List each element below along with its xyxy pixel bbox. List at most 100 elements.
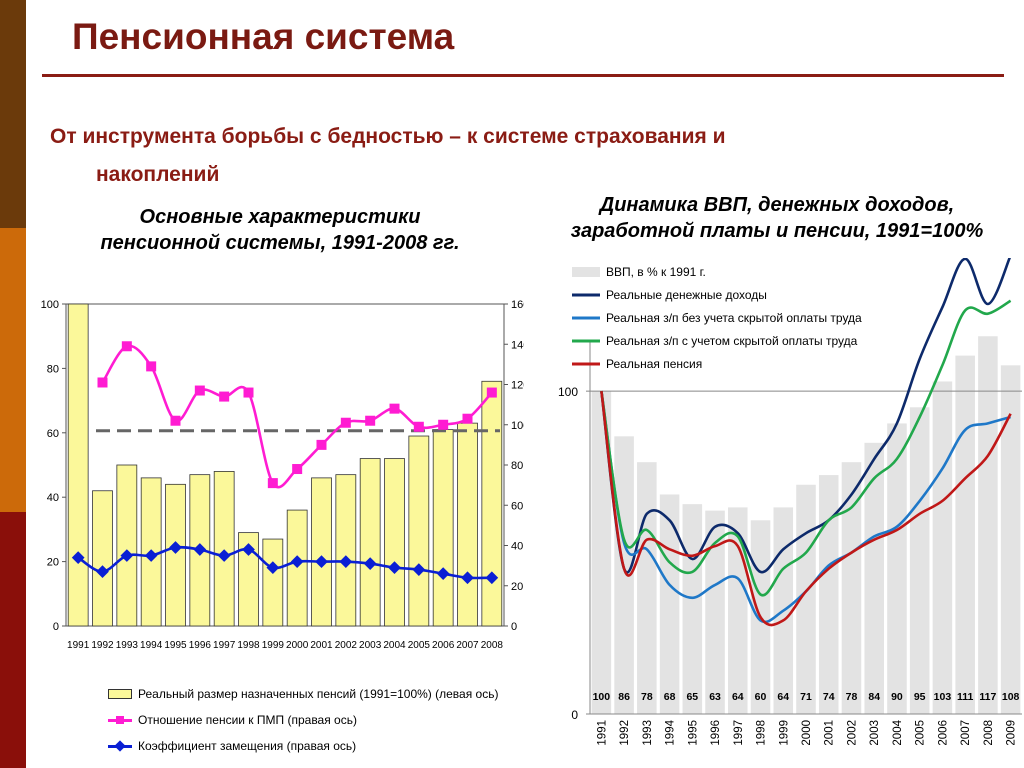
point-replacement-rate [193,543,207,556]
point-pension-ratio [438,419,449,430]
x-axis-tick-label: 2006 [432,640,455,651]
bar-gdp [932,381,953,714]
left-chart-legend: Реальный размер назначенных пенсий (1991… [108,681,498,759]
legend-item-pension-size: Реальный размер назначенных пенсий (1991… [108,681,498,707]
bar-gdp [909,407,930,714]
legend-item-pension-ratio: Отношение пенсии к ПМП (правая ось) [108,707,498,733]
x-axis-tick-label: 2003 [359,640,382,651]
legend-label: Реальная пенсия [606,357,702,371]
gdp-data-label: 90 [891,691,903,703]
x-axis-tick-label: 1992 [91,640,114,651]
x-axis-tick-label: 2002 [335,640,358,651]
subtitle-line-2: накоплений [96,163,220,186]
legend-item-replacement-rate: Коэффициент замещения (правая ось) [108,733,498,759]
x-axis-tick-label: 1997 [213,640,236,651]
x-axis-tick-label: 1999 [778,720,790,746]
point-pension-ratio [365,415,376,426]
series-line-1 [600,258,1011,574]
decor-band-top [0,0,26,228]
bar-pension-size [408,435,430,627]
slide-title: Пенсионная система [72,16,455,57]
left-axis-tick-label: 80 [47,363,59,375]
gdp-data-label: 84 [868,691,880,703]
gdp-data-label: 111 [957,691,974,703]
bar-pension-size [262,538,284,627]
bar-gdp [818,475,839,714]
x-axis-tick-label: 1996 [189,640,212,651]
y-axis-tick-label: 0 [571,708,578,722]
x-axis-tick-label: 2003 [869,720,881,746]
left-axis-tick-label: 60 [47,428,59,440]
x-axis-tick-label: 2000 [286,640,309,651]
x-axis-tick-label: 1994 [665,719,677,745]
gdp-data-label: 103 [934,691,952,703]
legend-label: Реальная з/п без учета скрытой оплаты тр… [606,311,862,325]
title-divider [42,74,1004,77]
bar-pension-size [238,532,259,627]
series-line-replacement-rate [77,545,492,580]
bar-pension-size [67,303,89,627]
point-replacement-rate [339,555,353,568]
point-pension-ratio [97,377,108,388]
x-axis-tick-label: 1995 [687,720,699,746]
left-caption-line-2: пенсионной системы, 1991-2008 гг. [100,232,460,254]
point-pension-ratio [267,478,278,489]
legend-label: Отношение пенсии к ПМП (правая ось) [138,713,357,727]
x-axis-tick-label: 2004 [892,719,904,745]
x-axis-tick-label: 2001 [824,720,836,746]
bar-gdp [591,391,612,714]
point-pension-ratio [486,387,497,398]
bar-gdp [864,442,884,714]
bar-pension-size [335,474,357,627]
x-axis-tick-label: 2008 [983,720,995,746]
bar-pension-size [384,458,405,627]
gdp-data-label: 63 [709,691,721,703]
bar-pension-size [116,464,138,627]
y-axis-tick-label: 100 [558,385,578,399]
bar-gdp [978,336,998,714]
x-axis-tick-label: 2005 [408,640,431,651]
right-chart-caption: Динамика ВВП, денежных доходов, заработн… [530,192,1024,244]
x-axis-tick-label: 1997 [733,720,745,746]
bar-pension-size [311,477,332,627]
right-axis-tick-label: 140 [511,339,524,351]
bar-gdp [637,462,657,714]
gdp-data-label: 95 [914,691,926,703]
x-axis-tick-label: 2006 [937,720,949,746]
right-axis-tick-label: 100 [511,420,524,432]
x-axis-tick-label: 1998 [756,720,768,746]
point-pension-ratio [292,464,303,475]
decor-band-bottom [0,512,26,768]
gdp-data-label: 71 [800,691,812,703]
point-pension-ratio [389,403,400,414]
right-axis-tick-label: 80 [511,460,523,472]
x-axis-tick-label: 2007 [960,720,972,746]
gdp-data-label: 68 [664,691,676,703]
subtitle-line-1: От инструмента борьбы с бедностью – к си… [50,125,726,148]
gdp-data-label: 100 [593,691,611,703]
bar-pension-size [165,483,186,627]
right-axis-tick-label: 20 [511,581,523,593]
x-axis-tick-label: 1995 [164,640,187,651]
right-caption-line-1: Динамика ВВП, денежных доходов, [599,194,955,216]
point-pension-ratio [121,341,132,352]
point-pension-ratio [219,391,230,402]
point-replacement-rate [96,565,109,579]
point-pension-ratio [170,415,181,426]
legend-label: Реальный размер назначенных пенсий (1991… [138,687,499,701]
x-axis-tick-label: 1993 [116,640,139,651]
x-axis-tick-label: 1998 [237,640,260,651]
decor-band-middle [0,228,26,512]
point-replacement-rate [242,543,255,556]
legend-swatch-bar [108,689,132,699]
bar-pension-size [481,380,503,627]
legend-label: Реальная з/п с учетом скрытой оплаты тру… [606,334,858,348]
bar-gdp [705,510,725,714]
legend-swatch-bar [572,267,600,277]
bar-gdp [796,484,816,714]
bar-gdp [1000,365,1021,714]
bar-gdp [841,462,862,714]
bar-gdp [682,504,703,714]
gdp-data-label: 64 [777,691,789,703]
bar-gdp [659,494,680,714]
